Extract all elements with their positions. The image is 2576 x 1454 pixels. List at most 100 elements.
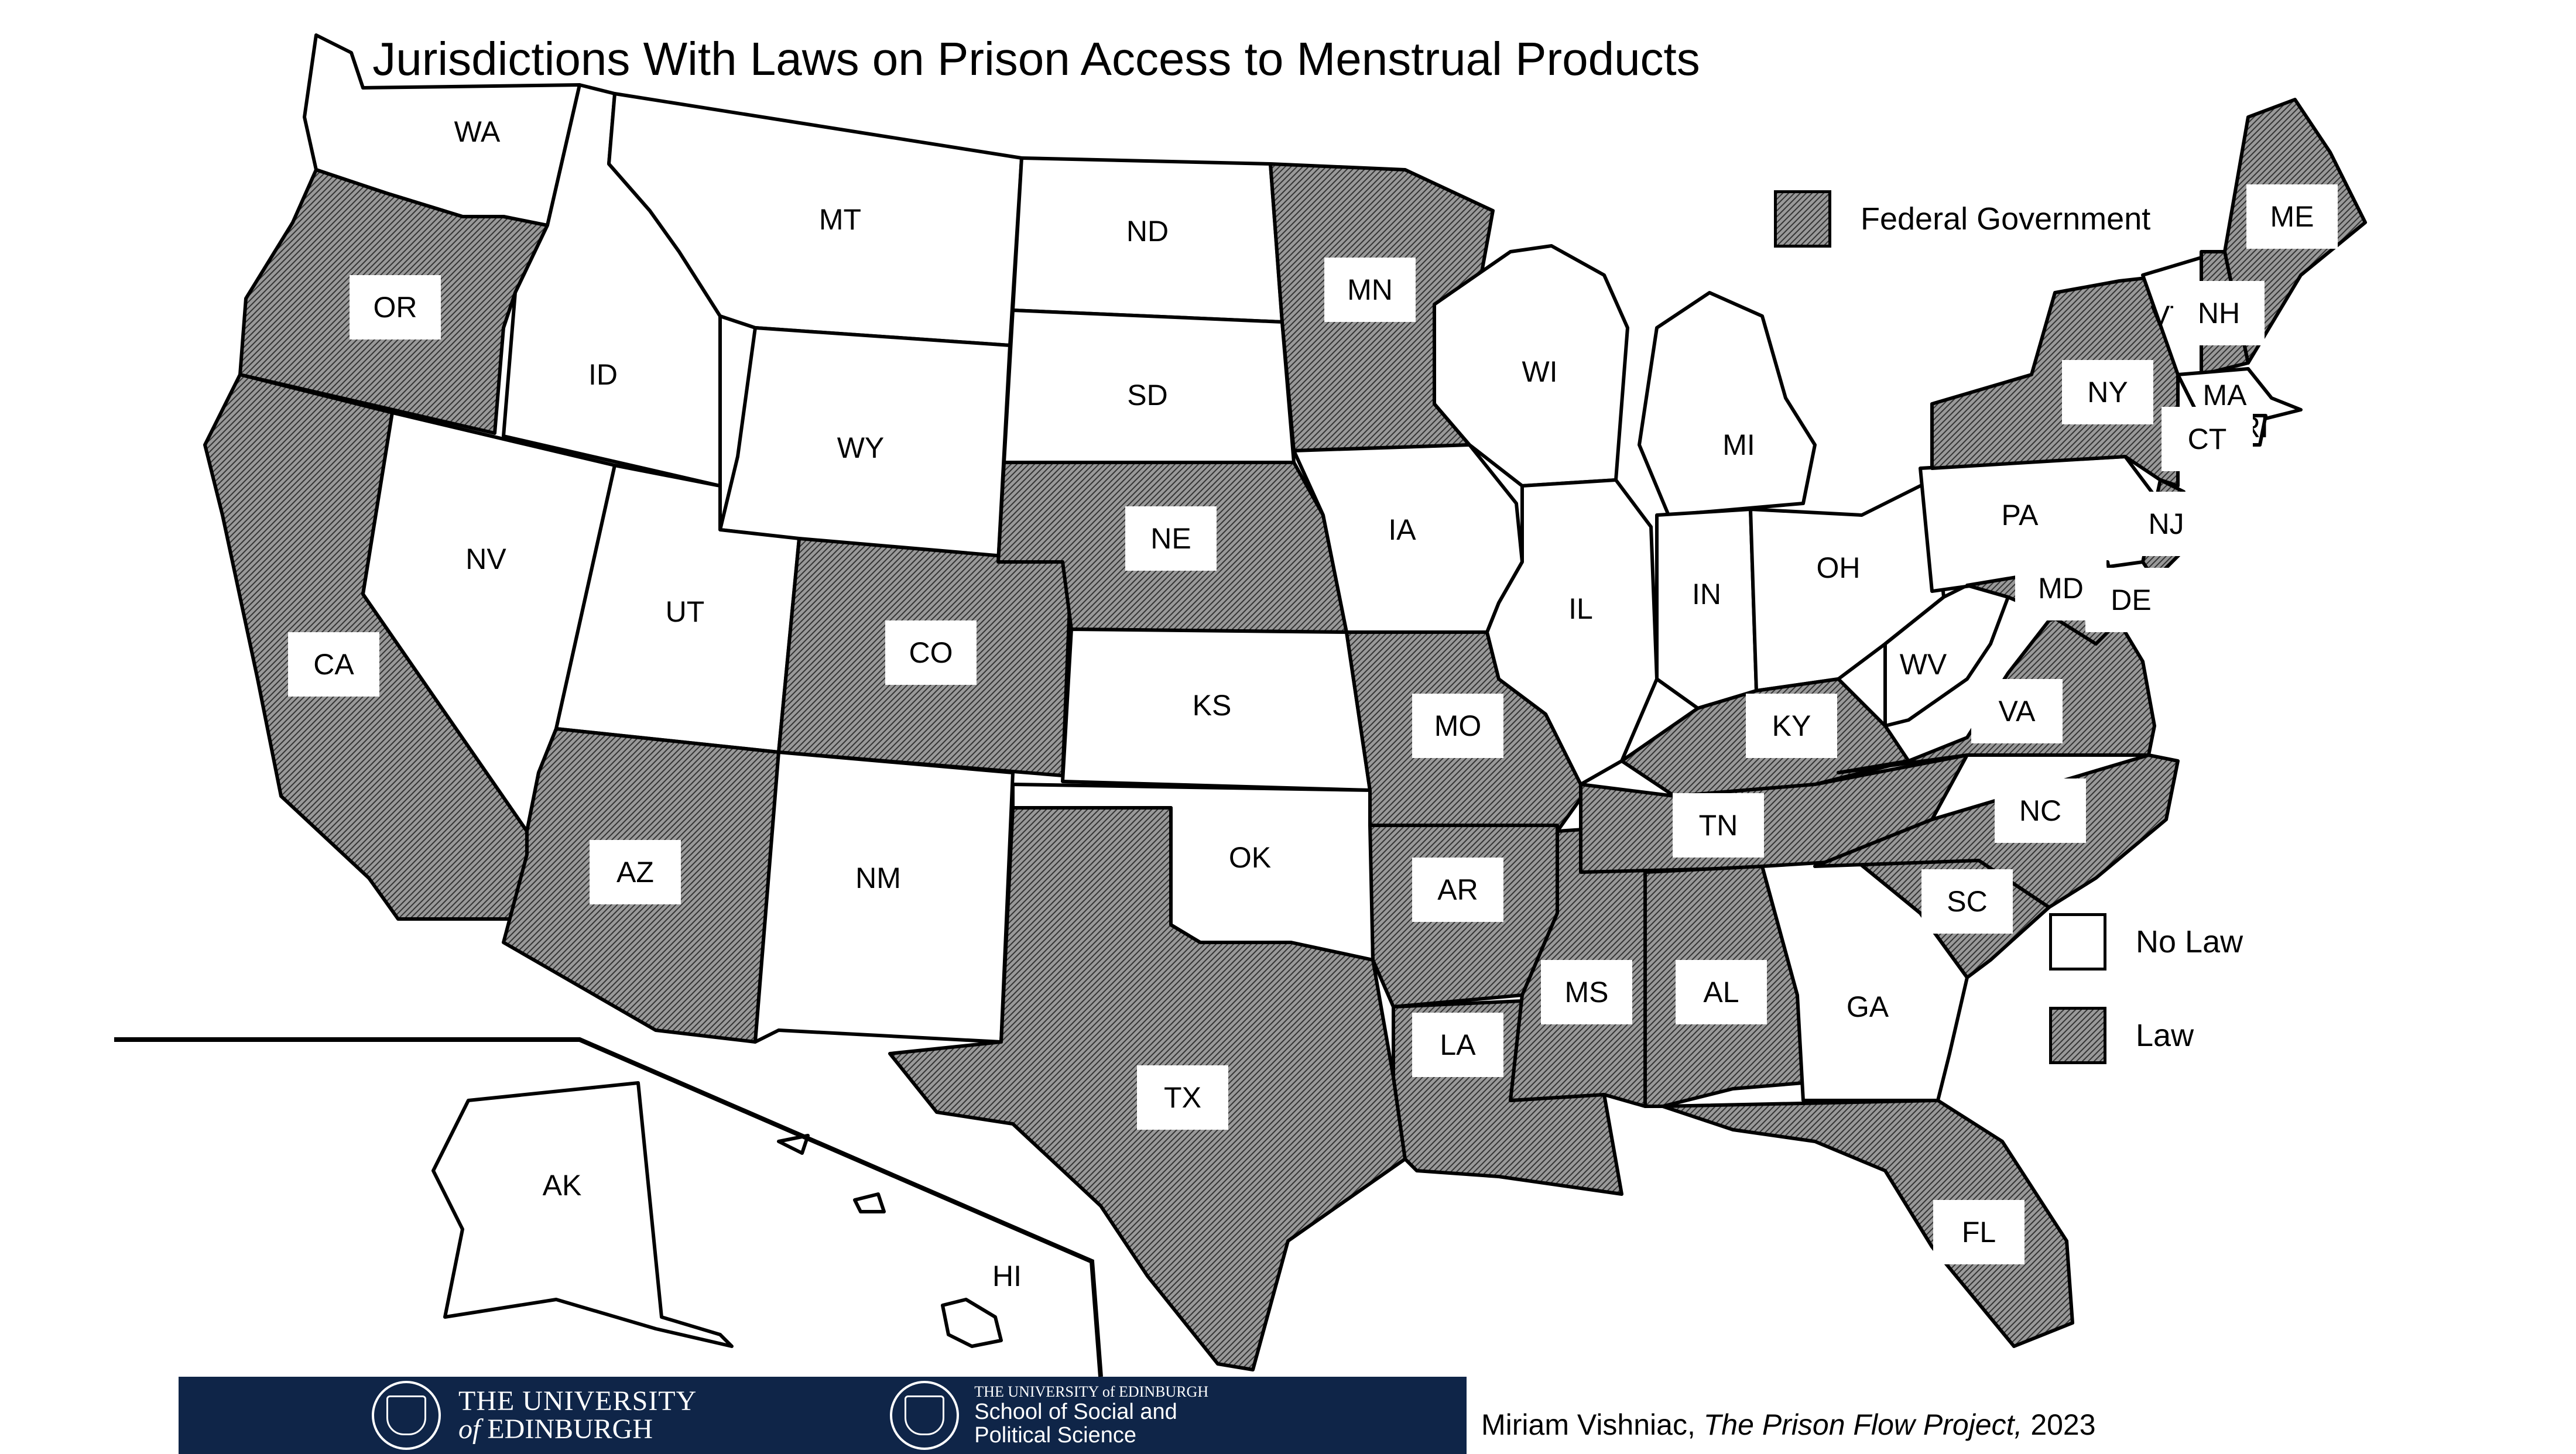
law-label: Law xyxy=(2136,1018,2194,1053)
label-box-va xyxy=(1971,679,2063,743)
label-box-ca xyxy=(288,632,379,697)
legend-item-law: Law xyxy=(2049,1007,2243,1064)
state-label-or: OR xyxy=(374,291,417,324)
state-label-mi: MI xyxy=(1722,428,1755,461)
map-title: Jurisdictions With Laws on Prison Access… xyxy=(372,33,1700,85)
school-crest-icon xyxy=(890,1381,960,1450)
state-label-wa: WA xyxy=(454,115,501,148)
state-label-ky: KY xyxy=(1772,709,1811,742)
inset-divider xyxy=(114,1037,1103,1377)
label-box-mn xyxy=(1324,258,1416,322)
sss-line2: Political Science xyxy=(974,1423,1136,1448)
state-label-va: VA xyxy=(1999,695,2036,728)
state-label-az: AZ xyxy=(616,856,654,889)
state-label-al: AL xyxy=(1703,976,1739,1009)
label-box-ar xyxy=(1412,858,1503,922)
state-label-tx: TX xyxy=(1164,1081,1201,1114)
label-box-la xyxy=(1412,1013,1503,1077)
state-label-ny: NY xyxy=(2087,376,2128,409)
state-label-ok: OK xyxy=(1229,841,1271,874)
state-label-il: IL xyxy=(1568,592,1593,625)
state-label-ks: KS xyxy=(1193,689,1232,722)
state-label-ak: AK xyxy=(543,1169,582,1202)
label-box-or xyxy=(350,275,441,340)
state-label-oh: OH xyxy=(1817,551,1861,584)
state-label-id: ID xyxy=(588,358,618,391)
credit-author: Miriam Vishniac, xyxy=(1481,1408,1695,1441)
label-box-nc xyxy=(1995,779,2086,843)
federal-swatch xyxy=(1774,190,1831,248)
sss-logo: THE UNIVERSITY of EDINBURGH School of So… xyxy=(890,1381,1208,1450)
state-label-ne: NE xyxy=(1150,522,1191,555)
uoe-line2: EDINBURGH xyxy=(487,1414,653,1445)
state-label-ga: GA xyxy=(1847,990,1889,1023)
label-box-co xyxy=(885,620,977,685)
state-label-ar: AR xyxy=(1437,873,1478,906)
state-label-nj: NJ xyxy=(2148,507,2184,540)
state-label-sd: SD xyxy=(1127,379,1167,411)
label-box-ms xyxy=(1541,960,1632,1024)
state-label-wi: WI xyxy=(1522,355,1557,388)
state-wv xyxy=(1883,584,2010,728)
label-box-fl xyxy=(1933,1200,2025,1264)
state-label-nv: NV xyxy=(465,543,506,575)
label-box-al xyxy=(1676,960,1767,1024)
label-box-ct xyxy=(2161,407,2253,471)
law-swatch xyxy=(2049,1007,2106,1064)
label-box-ne xyxy=(1125,506,1217,571)
state-label-me: ME xyxy=(2270,200,2314,233)
uoe-logo: THE UNIVERSITY of EDINBURGH xyxy=(372,1381,697,1450)
credit-work: The Prison Flow Project, xyxy=(1703,1408,2023,1441)
sss-line1: School of Social and xyxy=(974,1400,1177,1425)
state-hi xyxy=(777,1134,1003,1348)
federal-label: Federal Government xyxy=(1861,201,2151,236)
federal-government-legend: Federal Government xyxy=(1774,190,2150,248)
state-label-co: CO xyxy=(909,636,953,669)
legend: No Law Law xyxy=(2049,913,2243,1100)
state-fl xyxy=(1661,1099,2074,1348)
state-label-nh: NH xyxy=(2198,297,2240,330)
label-box-mo xyxy=(1412,694,1503,758)
state-il xyxy=(1485,478,1659,786)
state-label-ia: IA xyxy=(1388,513,1416,546)
state-label-tn: TN xyxy=(1699,809,1738,842)
state-ak xyxy=(431,1081,734,1348)
state-nm xyxy=(753,750,1015,1044)
state-label-wy: WY xyxy=(837,431,885,464)
state-label-pa: PA xyxy=(2002,499,2039,531)
state-label-ms: MS xyxy=(1565,976,1609,1009)
state-label-fl: FL xyxy=(1962,1216,1996,1249)
state-label-nc: NC xyxy=(2019,794,2061,827)
state-label-de: DE xyxy=(2111,584,2151,616)
state-label-nm: NM xyxy=(855,862,901,894)
university-crest-icon xyxy=(372,1381,441,1450)
no-law-swatch xyxy=(2049,913,2106,971)
label-box-az xyxy=(590,840,681,904)
label-box-md xyxy=(2015,556,2106,620)
legend-item-no-law: No Law xyxy=(2049,913,2243,971)
state-label-in: IN xyxy=(1692,578,1721,611)
state-label-sc: SC xyxy=(1947,885,1987,918)
state-label-hi: HI xyxy=(992,1260,1022,1292)
label-box-nj xyxy=(2121,492,2212,556)
sss-university-line: THE UNIVERSITY of EDINBURGH xyxy=(974,1383,1209,1401)
state-label-ut: UT xyxy=(666,595,705,628)
uoe-line1: THE UNIVERSITY xyxy=(458,1386,697,1417)
state-label-mo: MO xyxy=(1434,709,1482,742)
label-box-ky xyxy=(1746,694,1837,758)
label-box-tn xyxy=(1673,793,1764,858)
uoe-of: of xyxy=(458,1414,481,1445)
footer-banner: THE UNIVERSITY of EDINBURGH THE UNIVERSI… xyxy=(179,1377,1467,1454)
label-box-ny xyxy=(2062,360,2153,424)
state-wi xyxy=(1433,244,1629,488)
credit-year: 2023 xyxy=(2030,1408,2096,1441)
state-label-nd: ND xyxy=(1126,215,1169,248)
label-box-nh xyxy=(2173,281,2265,345)
state-label-ca: CA xyxy=(313,648,354,681)
state-mi xyxy=(1638,291,1817,517)
state-label-md: MD xyxy=(2038,572,2084,605)
state-label-mn: MN xyxy=(1347,273,1393,306)
no-law-label: No Law xyxy=(2136,924,2243,959)
credit-line: Miriam Vishniac, The Prison Flow Project… xyxy=(1481,1408,2096,1442)
